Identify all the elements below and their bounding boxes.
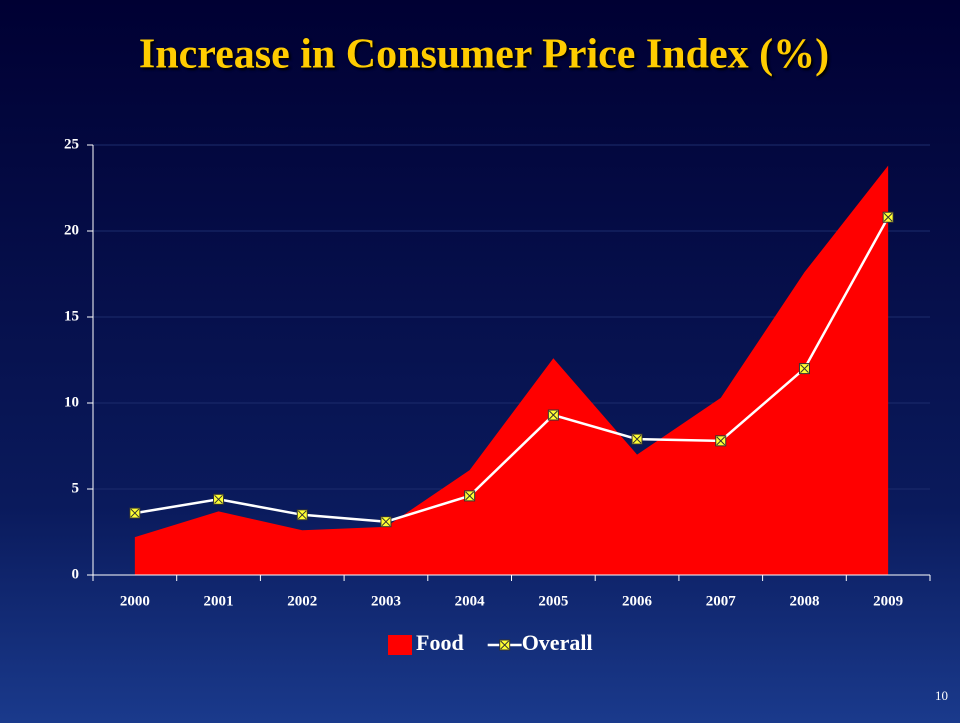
y-tick-label: 5	[72, 480, 80, 496]
marker	[798, 363, 810, 375]
marker	[129, 507, 141, 519]
marker	[499, 639, 511, 651]
x-tick-label: 2008	[789, 593, 819, 609]
page-number: 10	[935, 688, 948, 703]
marker	[882, 211, 894, 223]
marker	[464, 490, 476, 502]
x-tick-label: 2001	[204, 593, 234, 609]
y-tick-label: 10	[64, 394, 79, 410]
marker	[715, 435, 727, 447]
x-tick-label: 2009	[873, 593, 903, 609]
marker	[547, 409, 559, 421]
area	[134, 165, 889, 575]
x-tick-label: 2003	[371, 593, 401, 609]
x-tick-label: 2002	[287, 593, 317, 609]
y-tick-label: 25	[64, 136, 79, 152]
x-tick-label: 2000	[120, 593, 150, 609]
legend-label: Overall	[522, 630, 593, 655]
x-tick-label: 2006	[622, 593, 653, 609]
marker	[380, 516, 392, 528]
marker	[631, 433, 643, 445]
marker	[213, 493, 225, 505]
line	[134, 216, 890, 523]
legend-swatch	[388, 635, 412, 655]
y-tick-label: 20	[64, 222, 79, 238]
marker	[296, 509, 308, 521]
y-tick-label: 0	[72, 566, 80, 582]
x-tick-label: 2005	[538, 593, 568, 609]
x-tick-label: 2004	[455, 593, 486, 609]
x-tick-label: 2007	[706, 593, 737, 609]
legend-label: Food	[416, 630, 464, 655]
y-tick-label: 15	[64, 308, 79, 324]
chart-title: Increase in Consumer Price Index (%)	[139, 32, 829, 78]
